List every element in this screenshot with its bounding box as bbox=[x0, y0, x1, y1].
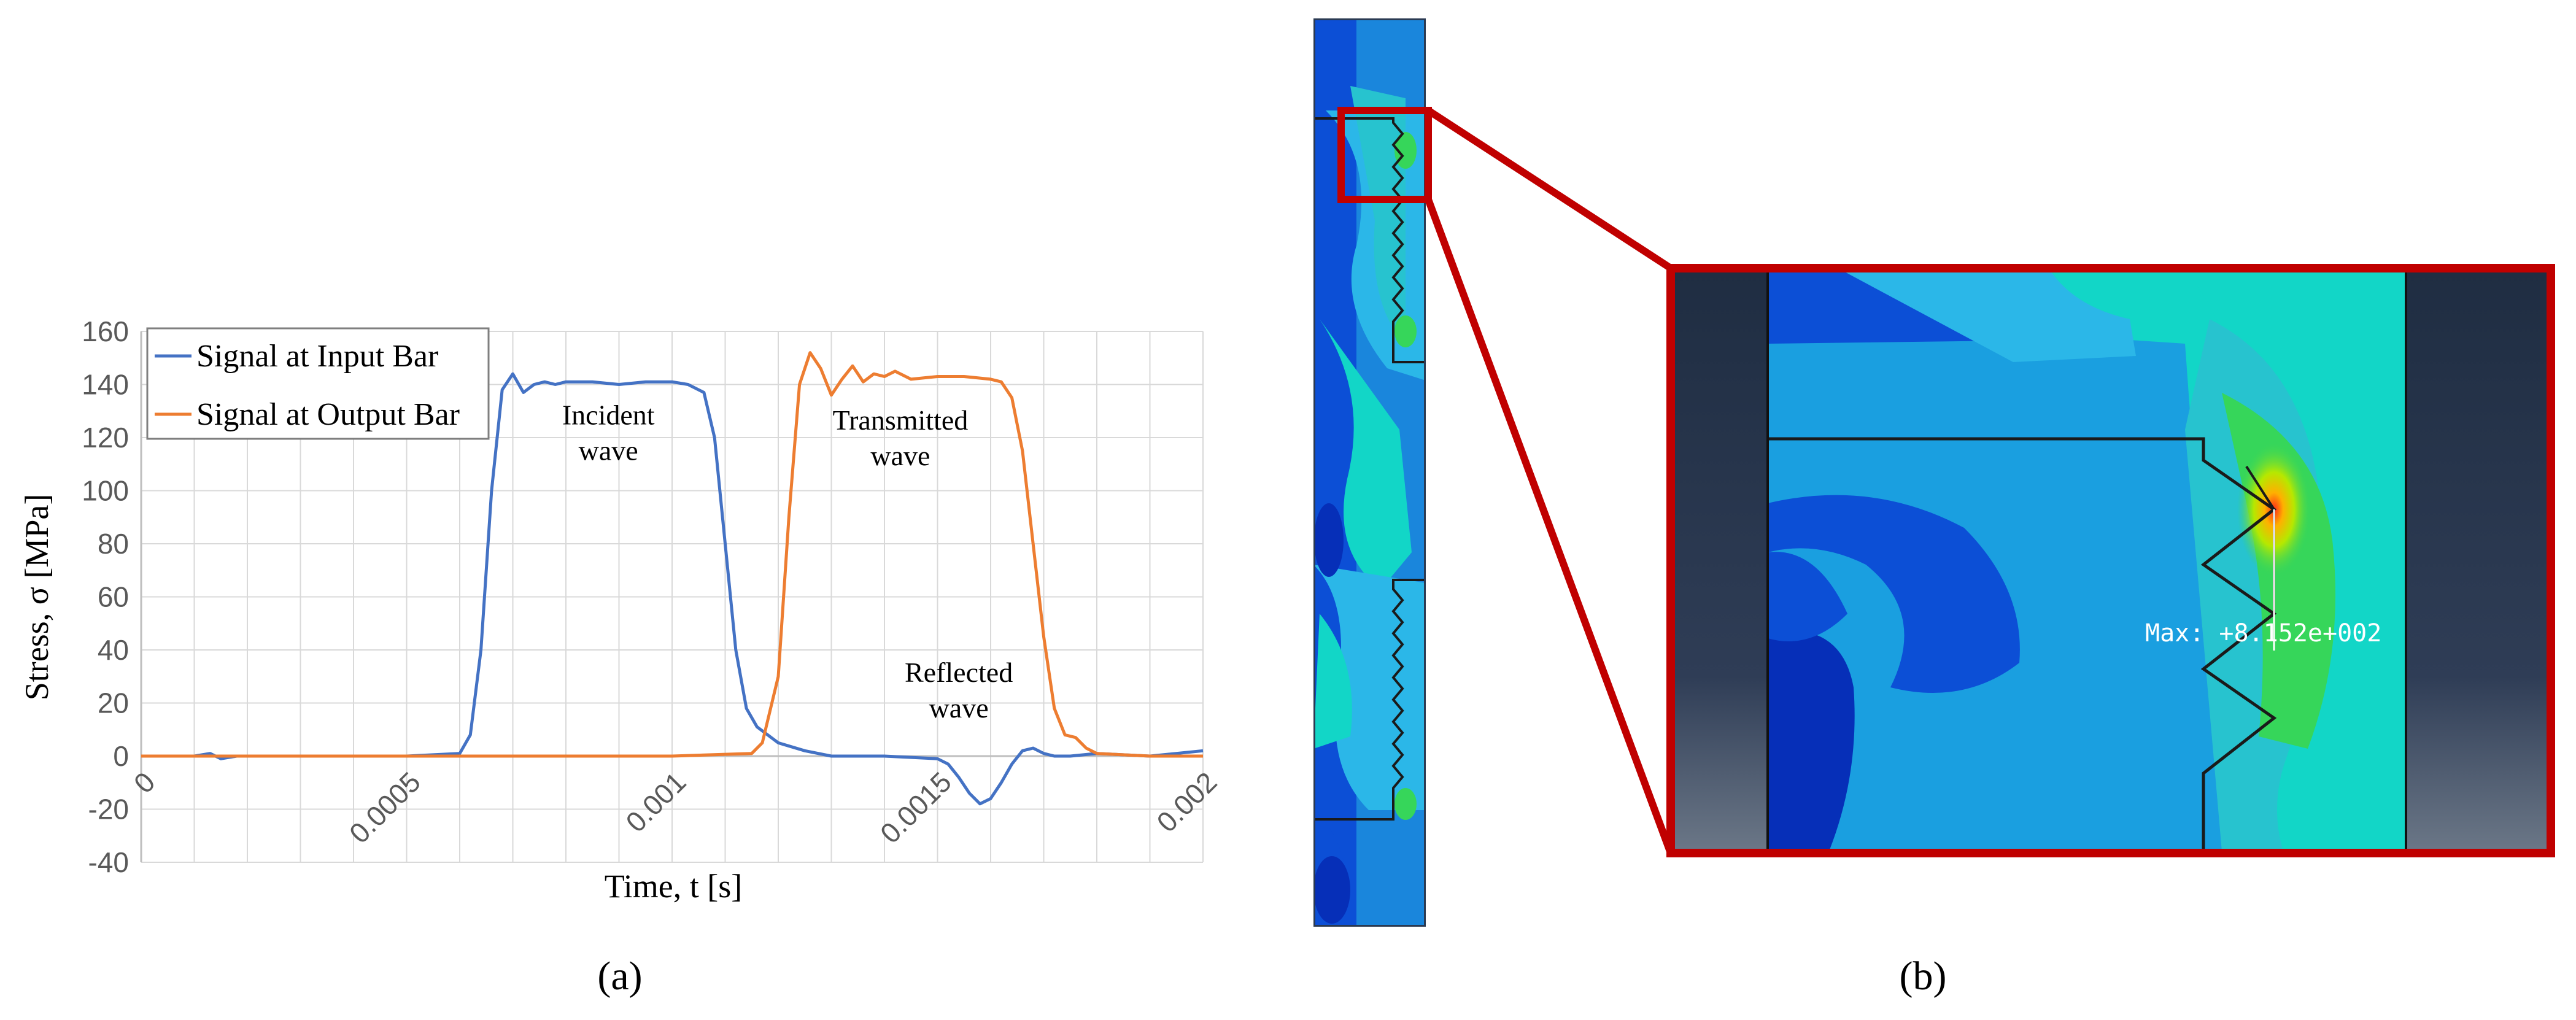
y-tick-labels: -40 -20 0 20 40 60 80 100 120 140 160 bbox=[82, 315, 129, 878]
x-tick-label: 0.001 bbox=[619, 766, 692, 838]
y-tick-label: 60 bbox=[98, 581, 129, 613]
series-line-output-bar bbox=[141, 351, 1203, 758]
x-tick-label: 0.0015 bbox=[874, 766, 957, 849]
panel-label-a: (a) bbox=[597, 954, 642, 999]
chart-series bbox=[141, 351, 1204, 806]
y-tick-label: 100 bbox=[82, 475, 129, 507]
y-axis-label: Stress, σ [MPa] bbox=[18, 494, 55, 701]
x-axis-label: Time, t [s] bbox=[605, 868, 743, 905]
fea-panel-b: Max: +8.152e+002 (b) bbox=[1313, 18, 2555, 999]
x-tick-label: 0.002 bbox=[1150, 766, 1223, 838]
max-stress-readout: Max: +8.152e+002 bbox=[2145, 619, 2381, 647]
annotation-line: Transmitted bbox=[833, 404, 969, 436]
annotation-label: Incident wave bbox=[562, 399, 655, 466]
annotation-label: Transmitted wave bbox=[833, 404, 969, 471]
fea-zoom-image bbox=[1673, 270, 2549, 851]
annotation-line: wave bbox=[579, 435, 638, 466]
chart-legend: Signal at Input Bar Signal at Output Bar bbox=[146, 327, 490, 440]
fea-strip-image bbox=[1313, 18, 1426, 927]
x-tick-labels: 0 0.0005 0.001 0.0015 0.002 bbox=[128, 766, 1223, 849]
chart-annotations: Incident wave Transmitted wave Reflected wave bbox=[562, 399, 1013, 724]
panel-label-b: (b) bbox=[1900, 954, 1947, 999]
annotation-label: Reflected wave bbox=[905, 657, 1013, 724]
y-tick-label: 80 bbox=[98, 528, 129, 560]
y-tick-label: 20 bbox=[98, 687, 129, 719]
y-tick-label: 160 bbox=[82, 315, 129, 347]
legend-label-output: Signal at Output Bar bbox=[196, 397, 460, 432]
y-tick-label: 0 bbox=[113, 740, 129, 772]
annotation-line: wave bbox=[929, 692, 989, 724]
zoom-frame bbox=[1666, 264, 2555, 857]
legend-box bbox=[146, 327, 490, 440]
x-tick-label: 0.0005 bbox=[343, 766, 427, 849]
annotation-line: Incident bbox=[562, 399, 655, 430]
y-tick-label: -40 bbox=[88, 846, 129, 878]
legend-label-input: Signal at Input Bar bbox=[196, 339, 438, 374]
y-tick-label: 140 bbox=[82, 369, 129, 401]
zoom-connector-bottom bbox=[1425, 198, 1674, 855]
zoom-connector-top bbox=[1426, 107, 1673, 272]
zoom-source-frame bbox=[1337, 107, 1432, 203]
y-tick-label: 40 bbox=[98, 634, 129, 666]
y-tick-label: -20 bbox=[88, 794, 129, 825]
annotation-line: Reflected bbox=[905, 657, 1013, 688]
annotation-line: wave bbox=[870, 440, 930, 471]
x-tick-label: 0 bbox=[128, 766, 161, 800]
y-tick-label: 120 bbox=[82, 422, 129, 454]
